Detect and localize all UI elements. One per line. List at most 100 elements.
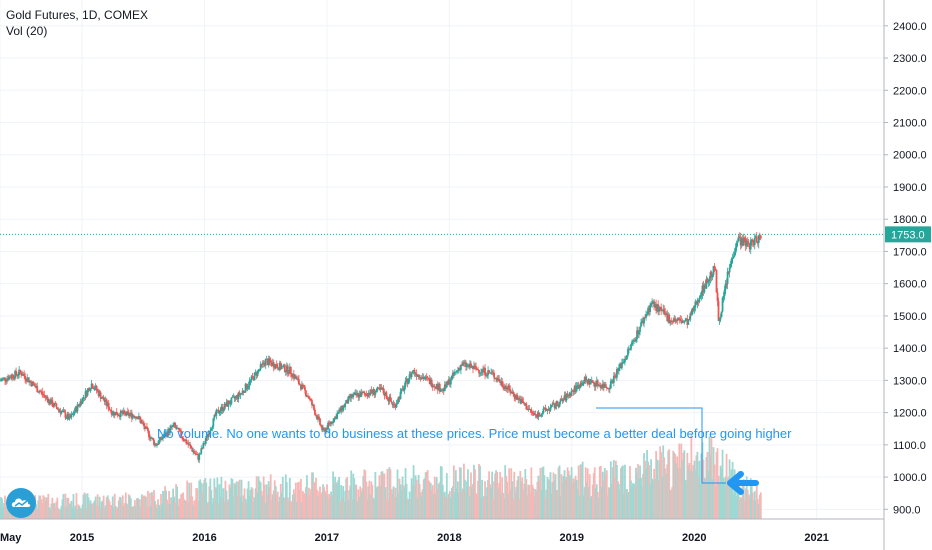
candle-body bbox=[678, 318, 681, 320]
candle-body bbox=[81, 397, 84, 404]
candle-body bbox=[80, 401, 83, 404]
volume-bar bbox=[334, 476, 337, 519]
volume-bar bbox=[668, 449, 671, 519]
candle-body bbox=[370, 389, 373, 393]
volume-bar bbox=[500, 492, 503, 519]
candle-body bbox=[87, 388, 90, 390]
annotation[interactable]: No volume. No one wants to do business a… bbox=[157, 407, 792, 495]
candle-body bbox=[382, 387, 385, 393]
candle-body bbox=[200, 448, 203, 454]
volume-bar bbox=[166, 499, 168, 519]
volume-bar bbox=[700, 453, 703, 519]
volume-bar bbox=[509, 489, 512, 519]
candle-body bbox=[514, 397, 517, 399]
volume-bar bbox=[702, 459, 705, 519]
candle-body bbox=[758, 235, 761, 237]
candle-body bbox=[669, 320, 672, 323]
candle-body bbox=[429, 379, 432, 385]
candle-body bbox=[37, 391, 40, 393]
candle-body bbox=[163, 433, 165, 437]
candle-body bbox=[595, 380, 598, 385]
candle-body bbox=[105, 399, 108, 406]
volume-bar bbox=[468, 486, 470, 519]
candle-body bbox=[706, 278, 709, 283]
volume-bar bbox=[339, 501, 342, 519]
volume-bar bbox=[164, 486, 166, 519]
tradingview-logo-icon[interactable] bbox=[6, 488, 36, 518]
volume-bar bbox=[351, 499, 354, 519]
candle-body bbox=[153, 439, 155, 445]
candle-body bbox=[330, 421, 332, 425]
volume-bar bbox=[742, 479, 745, 519]
candle-body bbox=[127, 412, 130, 416]
candle-body bbox=[145, 426, 147, 429]
volume-bar bbox=[149, 492, 151, 519]
volume-bar bbox=[725, 453, 728, 519]
candle-body bbox=[11, 374, 13, 379]
volume-bar bbox=[590, 496, 593, 519]
volume-bar bbox=[412, 465, 415, 519]
candle-body bbox=[473, 365, 475, 370]
volume-bar bbox=[679, 468, 682, 519]
candle-body bbox=[310, 398, 312, 401]
last-price-label: 1753.0 bbox=[891, 229, 925, 241]
candle-body bbox=[460, 365, 462, 371]
volume-bar bbox=[196, 488, 199, 519]
volume-bar bbox=[69, 503, 72, 519]
candle-body bbox=[480, 372, 482, 374]
candle-body bbox=[323, 428, 325, 430]
volume-bar bbox=[524, 469, 527, 519]
volume-bar bbox=[293, 493, 296, 519]
candle-body bbox=[572, 390, 575, 393]
volume-bar bbox=[195, 488, 198, 519]
candle-body bbox=[165, 432, 167, 437]
volume-bar bbox=[56, 497, 59, 519]
volume-bar bbox=[728, 459, 731, 519]
volume-bar bbox=[335, 482, 338, 519]
volume-bar bbox=[250, 487, 253, 519]
volume-bar bbox=[684, 479, 687, 519]
candle-body bbox=[679, 318, 682, 321]
volume-bar bbox=[448, 491, 451, 519]
candle-body bbox=[561, 399, 564, 401]
candle-body bbox=[573, 386, 576, 393]
volume-bar bbox=[534, 489, 537, 519]
candle-body bbox=[99, 392, 102, 399]
candle-body bbox=[157, 443, 159, 445]
time-axis[interactable]: May 2015 2016 2017 2018 2019 2020 2021 bbox=[0, 532, 829, 544]
candle-body bbox=[642, 320, 644, 324]
candle-body bbox=[529, 409, 532, 411]
candle-body bbox=[614, 376, 617, 378]
volume-bar bbox=[692, 464, 695, 519]
candle-body bbox=[179, 430, 182, 432]
candle-body bbox=[288, 366, 291, 374]
volume-bar bbox=[464, 479, 466, 519]
volume-bar bbox=[132, 506, 135, 519]
candle-body bbox=[287, 373, 290, 375]
volume-bar bbox=[266, 495, 269, 519]
candle-body bbox=[703, 285, 706, 293]
candle-body bbox=[501, 381, 504, 386]
candle-body bbox=[171, 426, 173, 428]
volume-bar bbox=[578, 495, 581, 519]
candle-body bbox=[378, 387, 381, 390]
candle-body bbox=[643, 317, 645, 324]
candle-body bbox=[593, 383, 596, 387]
price-axis[interactable]: 900.01000.01100.01200.01300.01400.01500.… bbox=[884, 21, 927, 517]
candle-body bbox=[744, 239, 747, 247]
candle-body bbox=[640, 322, 642, 327]
volume-bar bbox=[204, 478, 207, 519]
candle-body bbox=[290, 374, 293, 377]
volume-bar bbox=[283, 497, 286, 519]
candle-body bbox=[564, 395, 567, 401]
candle-body bbox=[278, 362, 281, 371]
candle-body bbox=[156, 443, 158, 446]
candle-body bbox=[270, 362, 273, 366]
price-tick-label: 900.0 bbox=[893, 504, 921, 516]
candle-body bbox=[285, 365, 288, 372]
volume-bar bbox=[144, 495, 146, 519]
candle-body bbox=[135, 416, 138, 419]
volume-bar bbox=[154, 500, 156, 519]
